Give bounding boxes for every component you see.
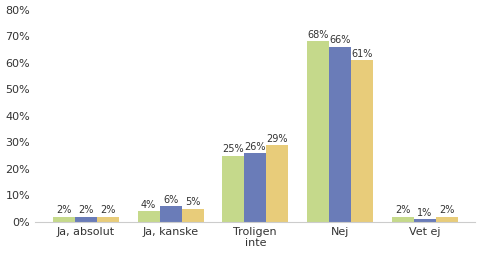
Text: 1%: 1%	[416, 208, 432, 218]
Text: 61%: 61%	[350, 49, 372, 59]
Text: 6%: 6%	[163, 195, 178, 205]
Bar	[137, 211, 159, 222]
Text: 25%: 25%	[222, 144, 243, 154]
Text: 26%: 26%	[244, 142, 265, 152]
Bar	[244, 153, 266, 222]
Text: 2%: 2%	[394, 205, 409, 215]
Bar	[181, 209, 203, 222]
Bar	[222, 156, 244, 222]
Bar	[413, 219, 435, 222]
Text: 29%: 29%	[266, 134, 288, 144]
Bar	[435, 217, 456, 222]
Bar	[159, 206, 181, 222]
Text: 2%: 2%	[56, 205, 72, 215]
Bar	[53, 217, 75, 222]
Bar	[350, 60, 372, 222]
Text: 2%: 2%	[100, 205, 115, 215]
Text: 4%: 4%	[141, 200, 156, 210]
Bar	[75, 217, 97, 222]
Bar	[391, 217, 413, 222]
Text: 2%: 2%	[78, 205, 94, 215]
Text: 2%: 2%	[438, 205, 454, 215]
Text: 5%: 5%	[185, 197, 200, 207]
Bar	[97, 217, 119, 222]
Text: 68%: 68%	[307, 30, 328, 40]
Bar	[306, 41, 328, 222]
Text: 66%: 66%	[329, 35, 350, 45]
Bar	[328, 47, 350, 222]
Bar	[266, 145, 288, 222]
